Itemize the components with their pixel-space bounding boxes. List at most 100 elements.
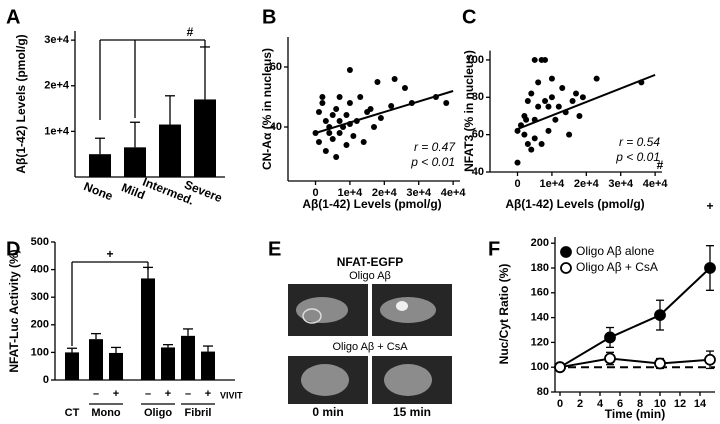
bar — [181, 335, 195, 380]
point — [388, 103, 395, 109]
group-axis-label: VIVIT — [220, 390, 243, 400]
x-tick-label: 8 — [637, 398, 643, 410]
bar — [89, 154, 111, 177]
significance-bracket — [99, 39, 206, 120]
group-label: Oligo — [144, 407, 172, 419]
point — [576, 112, 583, 119]
x-tick-label: 4e+4 — [441, 187, 467, 199]
point — [322, 118, 329, 124]
x-tick-label: None — [82, 179, 115, 203]
bar — [194, 99, 216, 177]
panel-letter: F — [488, 238, 500, 260]
x-tick-label: 4 — [597, 398, 604, 410]
annotation: p < 0.01 — [615, 150, 660, 164]
point — [528, 90, 535, 97]
point — [521, 131, 528, 138]
point — [315, 139, 322, 145]
y-tick-label: 80 — [537, 386, 549, 398]
point — [545, 127, 552, 134]
cell — [384, 364, 432, 396]
point — [319, 100, 326, 106]
point — [391, 76, 398, 82]
point — [514, 159, 521, 166]
bar — [159, 124, 181, 177]
point — [535, 79, 542, 86]
y-axis-label: NFAT3 (% in nucleus) — [462, 50, 476, 172]
fit-line — [517, 73, 656, 130]
y-tick-label: 200 — [31, 319, 49, 331]
point — [559, 84, 566, 91]
bar — [65, 352, 79, 380]
annotation: + — [106, 247, 113, 261]
point — [704, 262, 716, 274]
x-axis-label: Aβ(1-42) Levels (pmol/g) — [505, 197, 644, 211]
point — [569, 98, 576, 105]
y-tick-label: 2e+4 — [44, 80, 70, 92]
point — [542, 56, 549, 63]
point — [531, 135, 538, 142]
image-title: NFAT-EGFP — [337, 255, 403, 269]
y-axis-label: NFAT-Luc Activity (%) — [7, 249, 21, 372]
point — [538, 140, 545, 147]
legend-marker — [560, 246, 572, 258]
y-tick-label: 40 — [472, 166, 484, 178]
group-label: Fibril — [185, 407, 212, 419]
x-tick-label: + — [205, 388, 211, 400]
y-tick-label: 120 — [531, 336, 549, 348]
point — [548, 94, 555, 101]
x-tick-label: – — [93, 388, 99, 400]
legend-marker — [560, 262, 572, 274]
point — [322, 148, 329, 154]
point — [377, 115, 384, 121]
legend-label: Oligo Aβ alone — [576, 244, 655, 258]
column-label: 0 min — [312, 405, 343, 419]
point — [371, 124, 377, 130]
fit-line — [315, 90, 454, 134]
y-tick-label: 100 — [531, 361, 549, 373]
nucleus — [396, 301, 408, 311]
x-tick-label: 14 — [694, 398, 707, 410]
point — [315, 109, 322, 115]
y-tick-label: 100 — [31, 346, 49, 358]
panel-letter: E — [268, 238, 281, 260]
point — [401, 85, 408, 91]
x-tick-label: 2e+4 — [372, 187, 398, 199]
x-tick-label: 1e+4 — [540, 178, 566, 190]
point — [545, 103, 552, 110]
point — [443, 100, 450, 106]
annotation: r = 0.54 — [619, 135, 660, 149]
bar — [89, 339, 103, 380]
x-tick-label: + — [113, 388, 119, 400]
series-line — [559, 357, 711, 369]
point — [333, 154, 340, 160]
x-tick-label: 12 — [674, 398, 686, 410]
x-tick-label: 10 — [654, 398, 666, 410]
point — [319, 94, 326, 100]
x-tick-label: 3e+4 — [406, 187, 432, 199]
point — [548, 75, 555, 82]
y-tick-label: 60 — [472, 129, 484, 141]
y-tick-label: 200 — [531, 237, 549, 249]
point — [554, 361, 566, 374]
bar — [201, 351, 215, 380]
annotation: p < 0.01 — [410, 155, 455, 169]
x-axis-label: Time (min) — [605, 407, 665, 421]
column-label: 15 min — [393, 405, 431, 419]
point — [350, 133, 357, 139]
x-tick-label: 2 — [577, 398, 583, 410]
annotation: + — [706, 199, 713, 213]
point — [555, 103, 562, 110]
y-tick-label: 160 — [531, 287, 549, 299]
y-tick-label: 3e+4 — [44, 34, 70, 46]
y-tick-label: 1e+4 — [44, 125, 70, 137]
group-label: Mono — [91, 407, 121, 419]
x-tick-label: 4e+4 — [643, 178, 669, 190]
point — [329, 136, 336, 142]
y-tick-label: 400 — [31, 264, 49, 276]
x-tick-label: 0 — [557, 398, 563, 410]
annotation: r = 0.47 — [414, 140, 456, 154]
panel-letter: C — [462, 6, 476, 28]
y-tick-label: 180 — [531, 262, 549, 274]
row-label: Oligo Aβ + CsA — [332, 341, 408, 353]
